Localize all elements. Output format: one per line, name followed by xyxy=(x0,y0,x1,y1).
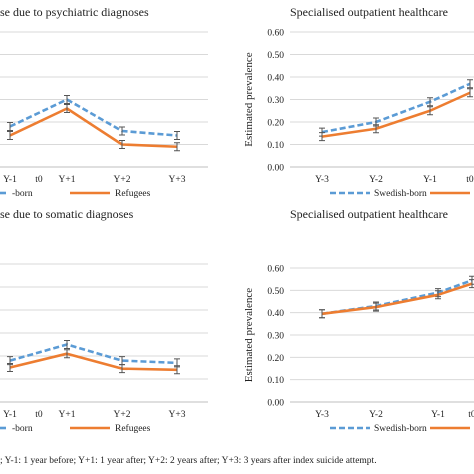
error-bar xyxy=(119,126,125,136)
error-bar xyxy=(64,95,70,104)
x-tick-label: Y-3 xyxy=(315,410,329,420)
footnote: ; Y-1: 1 year before; Y+1: 1 year after;… xyxy=(0,456,377,466)
legend-entry: -born xyxy=(12,189,33,199)
series-line-refugees xyxy=(9,352,178,372)
error-bar xyxy=(119,140,125,149)
panel-title: se due to psychiatric diagnoses xyxy=(0,5,149,19)
y-tick-label: 0.30 xyxy=(267,332,284,342)
series-line-refugees xyxy=(321,91,471,138)
error-bar xyxy=(7,131,13,140)
y-tick-label: 0.20 xyxy=(267,119,284,129)
y-tick-label: 0.60 xyxy=(267,29,284,39)
y-tick-label: 0.30 xyxy=(267,96,284,106)
x-tick-label: Y-1 xyxy=(3,175,17,185)
chart-panel-2: 0.00 0.10 0.20 0.30 0.40 0.50 0.60 Estimated pr… xyxy=(243,5,474,199)
error-bar xyxy=(373,124,379,134)
series-line-refugees xyxy=(321,282,473,316)
error-bar xyxy=(64,104,70,113)
error-bar xyxy=(7,363,13,372)
error-bar xyxy=(467,79,473,89)
chart-panel-3: Y-1 t0 Y+1 Y+2 Y+3 se due to somatic diagnose… xyxy=(0,207,208,434)
error-bar xyxy=(174,142,180,152)
series-line-swedish-born xyxy=(9,98,178,137)
error-bar xyxy=(174,131,180,140)
y-tick-label: 0.40 xyxy=(267,74,284,84)
error-bar xyxy=(435,290,441,300)
error-bar xyxy=(319,309,325,319)
x-tick-label: Y-1 xyxy=(423,175,437,185)
x-tick-label: Y+1 xyxy=(59,410,76,420)
x-tick-label: Y-2 xyxy=(369,410,383,420)
x-tick-label: t0 xyxy=(466,175,474,185)
panel-title: Specialised outpatient healthcare xyxy=(290,5,448,19)
y-tick-label: 0.60 xyxy=(267,265,284,275)
y-axis-label: Estimated prevalence xyxy=(243,52,255,146)
y-tick-label: 0.50 xyxy=(267,51,284,61)
error-bar xyxy=(319,132,325,142)
legend-entry: -born xyxy=(12,424,33,434)
x-tick-label: Y-2 xyxy=(369,175,383,185)
legend-entry: Refugees xyxy=(115,423,151,434)
error-bar xyxy=(174,365,180,375)
error-bar xyxy=(7,122,13,131)
x-tick-label: t0 xyxy=(468,410,474,420)
x-tick-label: Y+1 xyxy=(59,175,76,185)
y-tick-label: 0.50 xyxy=(267,287,284,297)
series-line-swedish-born xyxy=(321,82,471,134)
error-bar xyxy=(119,364,125,374)
error-bar xyxy=(373,302,379,312)
y-axis-label: Estimated prevalence xyxy=(243,288,255,382)
x-tick-label: Y+3 xyxy=(169,175,186,185)
chart-panel-4: 0.00 0.10 0.20 0.30 0.40 0.50 0.60 Estimated pr… xyxy=(243,207,474,434)
y-tick-label: 0.00 xyxy=(267,399,284,409)
y-tick-label: 0.20 xyxy=(267,354,284,364)
legend-entry: Refugees xyxy=(115,188,151,199)
error-bar xyxy=(64,340,70,349)
legend-entry: Swedish-born xyxy=(374,424,427,434)
y-tick-label: 0.00 xyxy=(267,164,284,174)
y-tick-label: 0.40 xyxy=(267,309,284,319)
x-tick-label: Y-3 xyxy=(315,175,329,185)
x-tick-label: t0 xyxy=(35,410,43,420)
y-tick-label: 0.10 xyxy=(267,141,284,151)
x-tick-label: Y+3 xyxy=(169,410,186,420)
error-bar xyxy=(427,106,433,116)
x-tick-label: Y-1 xyxy=(431,410,445,420)
x-tick-label: t0 xyxy=(35,175,43,185)
error-bar xyxy=(64,349,70,359)
legend-entry: Swedish-born xyxy=(374,189,427,199)
x-tick-label: Y-1 xyxy=(3,410,17,420)
x-tick-label: Y+2 xyxy=(114,175,131,185)
panel-title: Specialised outpatient healthcare xyxy=(290,207,448,221)
error-bar xyxy=(469,279,474,289)
x-tick-label: Y+2 xyxy=(114,410,131,420)
error-bar xyxy=(467,88,473,98)
chart-panel-1: Y-1 t0 Y+1 Y+2 Y+3 se due to psychiatric diag… xyxy=(0,5,208,199)
series-line-swedish-born xyxy=(9,343,178,365)
y-tick-label: 0.10 xyxy=(267,376,284,386)
error-bar xyxy=(427,97,433,107)
panel-title: se due to somatic diagnoses xyxy=(0,207,134,221)
series-line-refugees xyxy=(9,107,178,149)
series-line-swedish-born xyxy=(321,279,473,316)
